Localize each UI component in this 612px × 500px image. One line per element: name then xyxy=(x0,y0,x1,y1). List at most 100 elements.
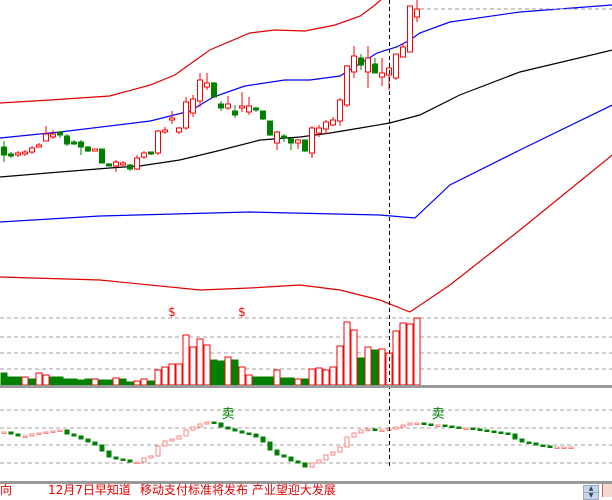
candle-up xyxy=(246,105,252,113)
volume-bar-down xyxy=(371,349,379,386)
volume-bar-up xyxy=(238,366,246,386)
candle-up xyxy=(323,121,329,130)
indicator-mark-up xyxy=(365,428,371,431)
volume-bar-down xyxy=(7,376,15,386)
ticker-item-3[interactable]: 移动支付标准将发布 产业望迎大发展 xyxy=(140,483,336,497)
indicator-mark-up xyxy=(183,429,189,437)
candle-down xyxy=(267,120,273,136)
indicator-mark-down xyxy=(519,438,525,443)
candle-up xyxy=(274,131,280,144)
indicator-mark-down xyxy=(253,433,259,438)
indicator-mark-down xyxy=(505,432,511,435)
candle-up xyxy=(141,152,147,158)
indicator-mark-down xyxy=(421,422,427,425)
indicator-mark-up xyxy=(407,422,413,426)
indicator-mark-up xyxy=(29,433,35,437)
indicator-mark-down xyxy=(442,424,448,427)
volume-panel-divider[interactable] xyxy=(0,385,612,388)
scroll-down-button[interactable]: ▼ xyxy=(583,492,599,500)
candle-up xyxy=(330,119,336,126)
candle-up xyxy=(407,5,413,53)
indicator-mark-down xyxy=(470,427,476,430)
indicator-mark-up xyxy=(344,436,350,448)
indicator-mark-down xyxy=(547,445,553,448)
volume-bar-down xyxy=(231,359,239,386)
indicator-mark-up xyxy=(1,431,7,434)
indicator-mark-up xyxy=(414,422,420,425)
volume-bar-down xyxy=(119,378,127,386)
indicator-mark-down xyxy=(281,454,287,458)
lower-band-blue-line xyxy=(0,104,612,223)
indicator-mark-down xyxy=(92,441,98,446)
volume-bar-up xyxy=(203,344,211,386)
ticker-item-2[interactable]: 12月7日早知道 xyxy=(48,483,131,497)
volume-bar-down xyxy=(357,357,365,386)
ticker-item-1[interactable]: 向 xyxy=(0,483,13,497)
indicator-mark-down xyxy=(274,449,280,456)
sell-signal-marker: 卖 xyxy=(431,407,444,422)
volume-marker: $ xyxy=(238,305,246,319)
candle-up xyxy=(43,133,49,142)
volume-bar-up xyxy=(322,369,330,386)
candle-down xyxy=(85,146,91,152)
volume-bar-down xyxy=(217,360,225,386)
candle-down xyxy=(260,110,266,120)
volume-bar-down xyxy=(49,376,57,386)
candle-up xyxy=(351,55,357,73)
candle-up xyxy=(162,129,168,133)
volume-marker: $ xyxy=(168,305,176,319)
indicator-mark-down xyxy=(260,436,266,443)
indicator-mark-down xyxy=(526,441,532,444)
indicator-mark-up xyxy=(463,427,469,430)
candle-up xyxy=(344,65,350,106)
volume-bar-up xyxy=(336,345,344,386)
candle-down xyxy=(106,163,112,167)
indicator-mark-up xyxy=(134,461,140,464)
indicator-mark-down xyxy=(456,426,462,429)
indicator-mark-down xyxy=(232,428,238,432)
lower-band-red-line xyxy=(0,154,612,313)
volume-bar-up xyxy=(133,380,141,386)
volume-bar-up xyxy=(343,321,351,386)
volume-bar-up xyxy=(35,372,43,386)
volume-bar-down xyxy=(28,378,36,386)
price-panel xyxy=(0,0,612,313)
candle-up xyxy=(113,161,119,167)
volume-bar-up xyxy=(91,378,99,386)
indicator-mark-up xyxy=(393,426,399,430)
candle-down xyxy=(127,164,133,170)
indicator-mark-down xyxy=(64,429,70,435)
volume-bar-down xyxy=(266,376,274,386)
candle-up xyxy=(22,151,28,155)
candle-up xyxy=(183,101,189,129)
indicator-mark-up xyxy=(197,423,203,428)
volume-bar-up xyxy=(42,374,50,386)
candle-down xyxy=(281,135,287,139)
volume-bar-up xyxy=(392,330,400,386)
candle-up xyxy=(204,82,210,88)
indicator-mark-up xyxy=(554,446,560,449)
candle-up xyxy=(92,148,98,152)
mid-band-blue-line xyxy=(0,4,612,139)
candle-up xyxy=(316,127,322,134)
moving-average-black-line xyxy=(0,49,612,178)
network-icon[interactable] xyxy=(602,484,612,497)
candle-up xyxy=(337,99,343,122)
indicator-mark-up xyxy=(57,429,63,432)
candle-up xyxy=(176,127,182,133)
indicator-mark-down xyxy=(288,456,294,462)
candle-up xyxy=(36,144,42,148)
candle-up xyxy=(379,72,385,78)
candle-down xyxy=(71,141,77,145)
candle-down xyxy=(1,146,7,156)
volume-panel: $ $ xyxy=(0,305,612,386)
indicator-panel-divider[interactable] xyxy=(0,481,612,484)
indicator-mark-down xyxy=(491,430,497,433)
volume-bar-down xyxy=(98,379,106,386)
indicator-mark-down xyxy=(71,433,77,437)
volume-bar-down xyxy=(0,372,8,386)
volume-bar-down xyxy=(63,378,71,386)
indicator-mark-down xyxy=(85,438,91,443)
candle-up xyxy=(190,98,196,114)
volume-bar-down xyxy=(70,378,78,386)
